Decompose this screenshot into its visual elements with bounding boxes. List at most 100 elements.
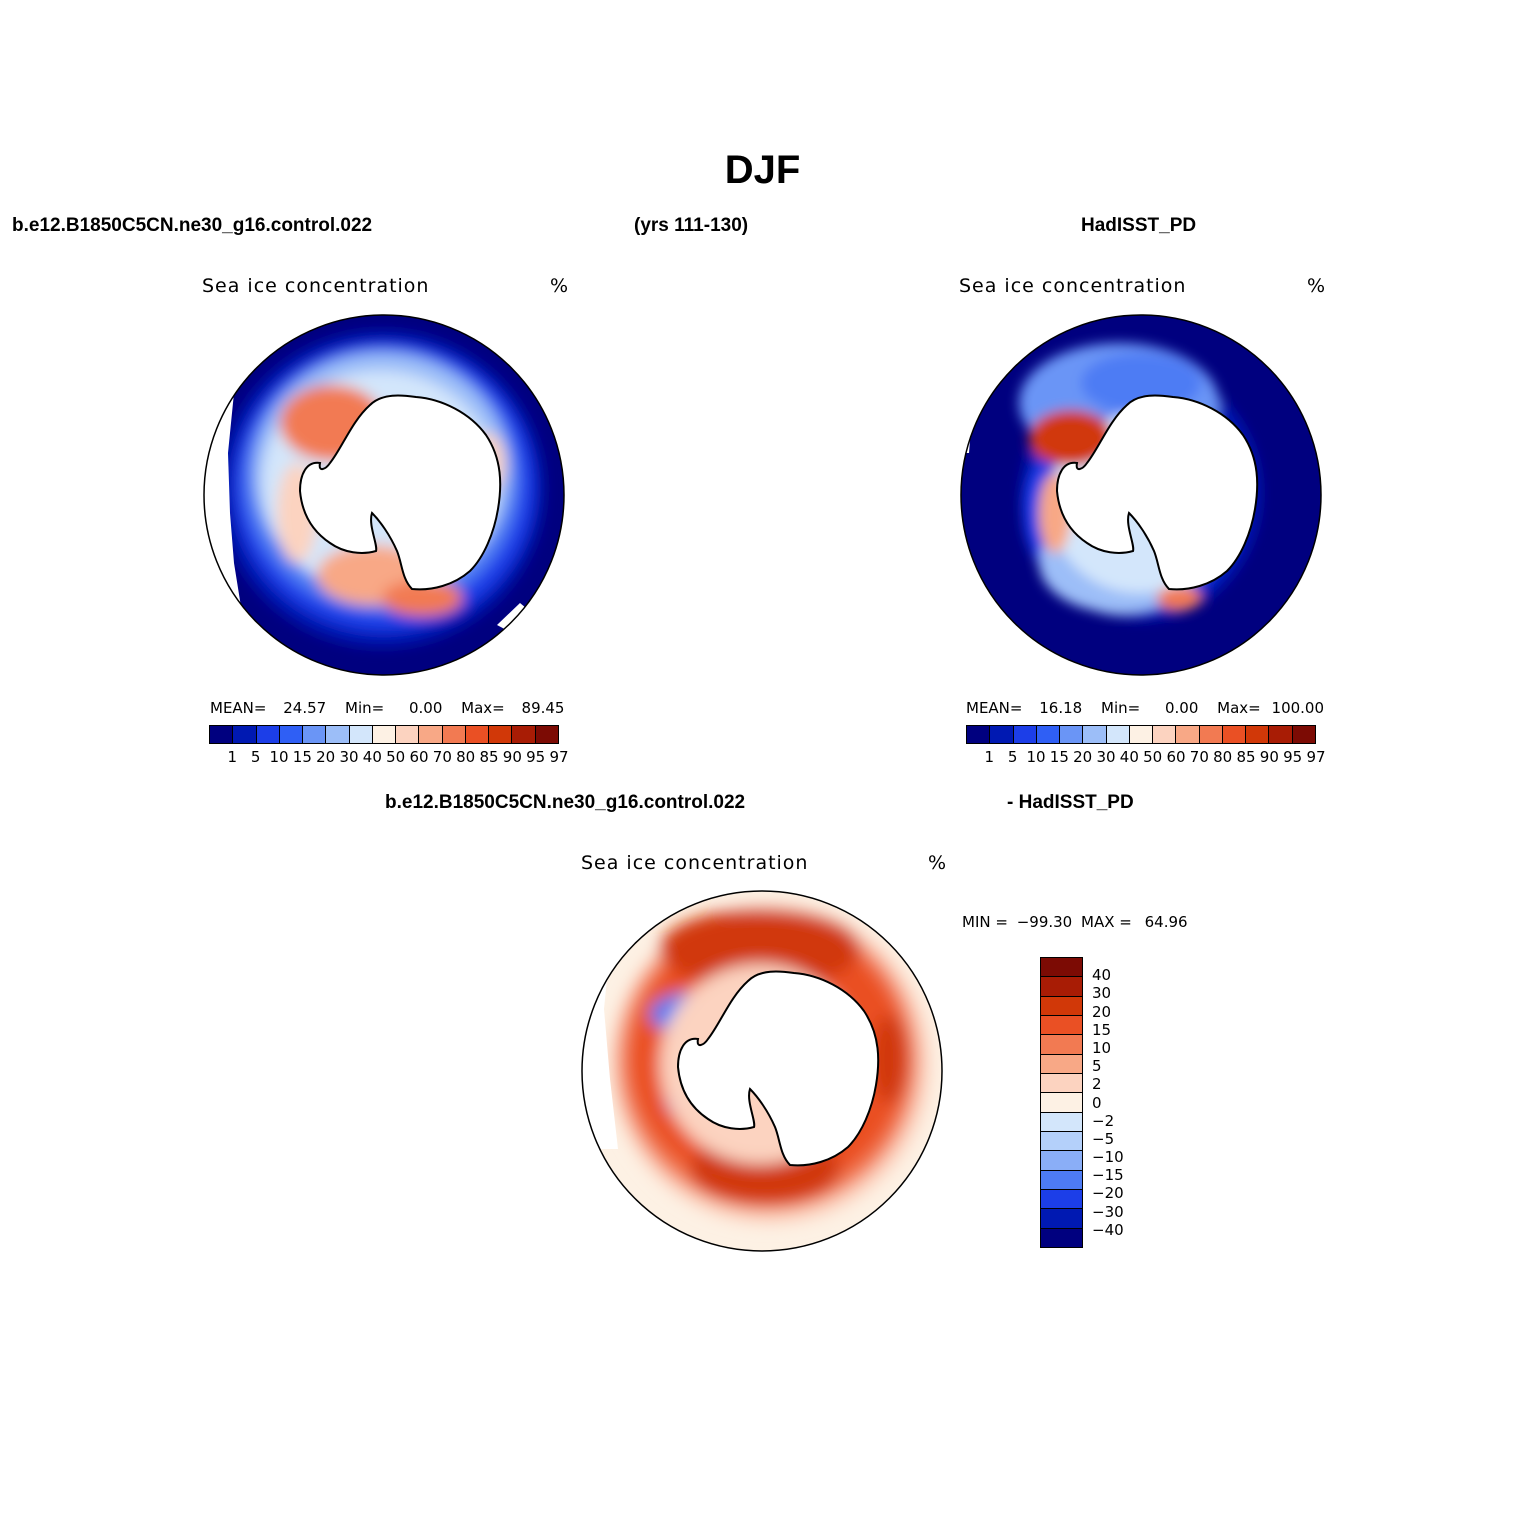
colorbar-tick-label: −5 — [1092, 1129, 1115, 1148]
colorbar-swatch — [1176, 726, 1200, 743]
obs-stats: MEAN= 16.18 Min= 0.00 Max= 100.00 — [966, 699, 1324, 717]
colorbar-swatch — [1292, 726, 1315, 743]
colorbar-swatch — [1041, 1015, 1082, 1036]
colorbar-tick-label: 20 — [316, 748, 336, 766]
model-panel-title: Sea ice concentration — [202, 275, 430, 297]
colorbar-tick-label: 70 — [1189, 748, 1209, 766]
figure-title: DJF — [724, 148, 801, 192]
colorbar-swatch — [1041, 1131, 1082, 1152]
colorbar-tick-label: 1 — [984, 748, 995, 766]
colorbar-tick-label: −10 — [1092, 1148, 1124, 1167]
colorbar-swatch — [1041, 1035, 1082, 1055]
obs-min-value: 0.00 — [1164, 699, 1199, 717]
colorbar-swatch — [396, 726, 420, 743]
colorbar-tick-label: 40 — [1092, 966, 1112, 985]
colorbar-tick-label: 95 — [526, 748, 546, 766]
colorbar-swatch — [1041, 1073, 1082, 1094]
colorbar-tick-label: −20 — [1092, 1184, 1124, 1203]
colorbar-tick-label: −15 — [1092, 1166, 1124, 1185]
obs-mean-label: MEAN= — [966, 699, 1023, 717]
model-stats: MEAN= 24.57 Min= 0.00 Max= 89.45 — [210, 699, 564, 717]
colorbar-swatch — [1222, 726, 1247, 743]
colorbar-swatch — [1269, 726, 1293, 743]
colorbar-tick-label: 85 — [479, 748, 499, 766]
colorbar-tick-label: 15 — [1092, 1020, 1112, 1039]
diff-polar-map — [581, 890, 943, 1252]
antarctica-outline — [1055, 394, 1259, 591]
obs-colorbar — [966, 725, 1316, 744]
colorbar-tick-label: 50 — [1143, 748, 1163, 766]
colorbar-swatch — [1041, 1170, 1082, 1190]
colorbar-swatch — [1041, 977, 1082, 997]
colorbar-swatch — [1013, 726, 1037, 743]
colorbar-tick-label: 5 — [1007, 748, 1018, 766]
colorbar-tick-label: 30 — [1096, 748, 1116, 766]
colorbar-swatch — [1041, 1209, 1082, 1229]
diff-max-label: MAX = — [1081, 913, 1132, 931]
colorbar-swatch — [256, 726, 280, 743]
diff-panel-title: Sea ice concentration — [581, 852, 809, 874]
colorbar-swatch — [1041, 958, 1082, 978]
antarctica-outline — [298, 394, 502, 591]
colorbar-tick-label: 60 — [1166, 748, 1186, 766]
diff-case-label: b.e12.B1850C5CN.ne30_g16.control.022 — [385, 792, 746, 813]
colorbar-swatch — [1041, 1054, 1082, 1074]
obs-min-label: Min= — [1101, 699, 1141, 717]
diff-min-value: −99.30 — [1016, 913, 1073, 931]
colorbar-tick-label: −40 — [1092, 1220, 1124, 1239]
colorbar-swatch — [279, 726, 304, 743]
colorbar-tick-label: 10 — [269, 748, 289, 766]
colorbar-swatch — [535, 726, 558, 743]
colorbar-swatch — [1060, 726, 1084, 743]
colorbar-tick-label: 70 — [432, 748, 452, 766]
colorbar-swatch — [442, 726, 466, 743]
years-label: (yrs 111-130) — [634, 215, 749, 236]
diff-obs-label: - HadISST_PD — [1007, 792, 1134, 813]
colorbar-swatch — [372, 726, 397, 743]
colorbar-tick-label: 10 — [1026, 748, 1046, 766]
colorbar-swatch — [233, 726, 257, 743]
diff-colorbar — [1040, 957, 1083, 1248]
colorbar-swatch — [1041, 1228, 1082, 1247]
colorbar-swatch — [1041, 1093, 1082, 1113]
colorbar-tick-label: 90 — [1259, 748, 1279, 766]
colorbar-tick-label: 40 — [362, 748, 382, 766]
colorbar-tick-label: 5 — [1092, 1057, 1102, 1076]
colorbar-swatch — [349, 726, 373, 743]
obs-max-label: Max= — [1217, 699, 1261, 717]
colorbar-tick-label: 20 — [1073, 748, 1093, 766]
diff-max-value: 64.96 — [1144, 913, 1188, 931]
model-colorbar-ticks: 1 5 10 15 20 30 40 50 60 70 80 85 90 95 97 — [209, 748, 569, 768]
diff-panel-units: % — [928, 852, 948, 874]
colorbar-tick-label: 97 — [549, 748, 569, 766]
colorbar-swatch — [1246, 726, 1270, 743]
colorbar-swatch — [1083, 726, 1107, 743]
colorbar-swatch — [990, 726, 1014, 743]
colorbar-tick-label: 0 — [1092, 1093, 1102, 1112]
obs-panel-units: % — [1307, 275, 1327, 297]
colorbar-tick-label: 85 — [1236, 748, 1256, 766]
colorbar-tick-label: 5 — [250, 748, 261, 766]
obs-colorbar-ticks: 1 5 10 15 20 30 40 50 60 70 80 85 90 95 97 — [966, 748, 1326, 768]
model-colorbar — [209, 725, 559, 744]
colorbar-tick-label: 15 — [292, 748, 312, 766]
colorbar-tick-label: −2 — [1092, 1111, 1115, 1130]
colorbar-swatch — [1129, 726, 1154, 743]
model-min-value: 0.00 — [408, 699, 443, 717]
colorbar-swatch — [1036, 726, 1061, 743]
colorbar-tick-label: 20 — [1092, 1002, 1112, 1021]
colorbar-tick-label: 40 — [1119, 748, 1139, 766]
colorbar-swatch — [419, 726, 443, 743]
colorbar-swatch — [489, 726, 513, 743]
diff-min-label: MIN = — [962, 913, 1008, 931]
colorbar-swatch — [1041, 1189, 1082, 1210]
obs-polar-map — [960, 314, 1322, 676]
diff-colorbar-ticks: 40 30 20 15 10 5 2 0 −2 −5 −10 −15 −20 −30 −40 — [1092, 957, 1132, 1248]
colorbar-tick-label: 60 — [409, 748, 429, 766]
colorbar-swatch — [210, 726, 234, 743]
colorbar-swatch — [326, 726, 350, 743]
colorbar-tick-label: 95 — [1283, 748, 1303, 766]
model-panel-units: % — [550, 275, 570, 297]
colorbar-tick-label: 10 — [1092, 1038, 1112, 1057]
model-polar-map — [203, 314, 565, 676]
